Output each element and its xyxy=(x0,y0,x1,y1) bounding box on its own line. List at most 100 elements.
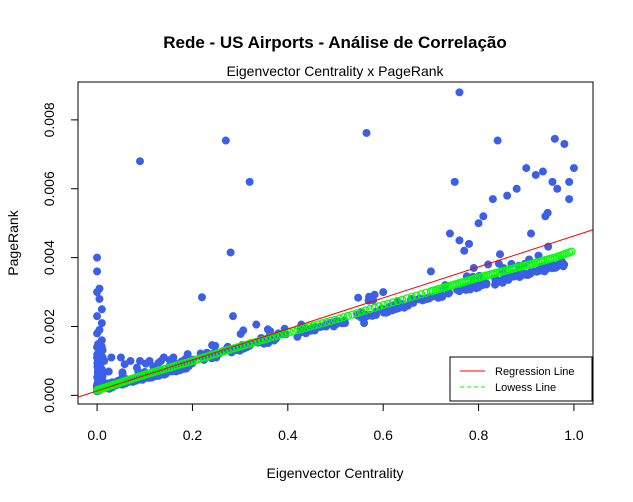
lowess-point xyxy=(417,290,426,299)
data-point xyxy=(565,177,574,186)
data-point xyxy=(116,353,125,362)
data-point xyxy=(97,319,106,328)
data-point xyxy=(135,356,144,365)
x-tick-label: 0.0 xyxy=(87,427,107,443)
data-point xyxy=(538,167,547,176)
data-point xyxy=(459,285,468,294)
data-point xyxy=(548,264,557,273)
data-point xyxy=(135,157,144,166)
lowess-point xyxy=(289,327,298,336)
lowess-point xyxy=(365,305,375,314)
data-point xyxy=(472,284,481,293)
data-point xyxy=(455,88,464,97)
lowess-point xyxy=(301,323,310,332)
data-point xyxy=(565,195,574,204)
lowess-point xyxy=(243,340,253,349)
data-point xyxy=(354,293,363,302)
data-point xyxy=(479,212,488,221)
lowess-point xyxy=(388,298,397,307)
data-point xyxy=(548,177,557,186)
y-axis-label: PageRank xyxy=(5,209,21,275)
lowess-point xyxy=(407,292,416,302)
lowess-point xyxy=(393,296,402,306)
data-point xyxy=(522,164,531,173)
x-axis: 0.0 0.2 0.4 0.6 0.8 1.0 xyxy=(87,403,584,443)
chart-title: Rede - US Airports - Análise de Correlaç… xyxy=(163,33,507,52)
data-point xyxy=(100,356,109,365)
data-point xyxy=(208,341,217,350)
data-point xyxy=(550,134,559,143)
lowess-point xyxy=(356,307,366,316)
data-point xyxy=(252,320,261,329)
data-point xyxy=(503,191,512,200)
data-point xyxy=(445,229,454,238)
data-point xyxy=(226,248,235,257)
lowess-point xyxy=(339,313,348,322)
data-point xyxy=(498,278,507,287)
data-point xyxy=(512,184,521,193)
lowess-point xyxy=(379,300,388,310)
lowess-point xyxy=(247,339,256,348)
data-point xyxy=(97,305,106,314)
lowess-point xyxy=(402,294,412,303)
lowess-point xyxy=(236,342,246,351)
data-point xyxy=(197,293,206,302)
lowess-point xyxy=(335,314,344,323)
regression-line xyxy=(77,229,594,398)
lowess-point xyxy=(330,315,340,324)
lowess-point xyxy=(370,303,379,312)
lowess-point xyxy=(398,295,407,304)
lowess-point xyxy=(374,302,384,311)
data-point xyxy=(98,367,107,376)
lowess-point xyxy=(412,291,421,300)
data-point xyxy=(145,356,154,365)
data-point xyxy=(239,326,248,335)
lowess-point xyxy=(240,341,249,350)
legend-box xyxy=(449,356,593,402)
data-point xyxy=(385,306,394,315)
chart-subtitle: Eigenvector Centrality x PageRank xyxy=(226,63,444,79)
data-point xyxy=(426,267,435,276)
data-point xyxy=(183,350,192,359)
data-point xyxy=(107,353,116,362)
lowess-point xyxy=(309,321,318,330)
lowess-point xyxy=(293,325,302,335)
x-tick-label: 0.6 xyxy=(373,427,393,443)
data-point xyxy=(493,136,502,145)
data-point xyxy=(450,177,459,186)
data-point xyxy=(245,177,254,186)
data-point xyxy=(460,246,469,255)
data-point xyxy=(488,195,497,204)
data-point xyxy=(93,353,102,362)
lowess-point xyxy=(322,318,331,327)
x-tick-label: 1.0 xyxy=(564,427,584,443)
plot-frame xyxy=(77,81,594,405)
lowess-point xyxy=(326,316,335,326)
data-point xyxy=(527,229,536,238)
lowess-point xyxy=(352,309,361,318)
data-point xyxy=(93,312,102,321)
data-point xyxy=(118,369,127,378)
data-point xyxy=(228,312,237,321)
data-point xyxy=(93,329,102,338)
data-point xyxy=(93,288,102,297)
data-point xyxy=(424,293,433,302)
plot-points xyxy=(93,88,578,396)
data-point xyxy=(465,239,474,248)
lowess-point xyxy=(343,311,352,320)
lowess-point xyxy=(297,324,306,334)
lowess-point xyxy=(318,319,327,328)
x-tick-label: 0.2 xyxy=(183,427,203,443)
x-tick-label: 0.8 xyxy=(469,427,489,443)
lowess-point xyxy=(361,306,370,315)
data-point xyxy=(533,267,542,276)
data-point xyxy=(531,170,540,179)
data-point xyxy=(221,136,230,145)
data-point xyxy=(126,356,135,365)
lowess-point xyxy=(567,247,576,256)
data-point xyxy=(474,219,483,228)
data-point xyxy=(455,236,464,245)
lowess-point xyxy=(254,336,264,346)
lowess-point xyxy=(313,320,323,329)
y-tick-label: 0.006 xyxy=(41,171,57,206)
